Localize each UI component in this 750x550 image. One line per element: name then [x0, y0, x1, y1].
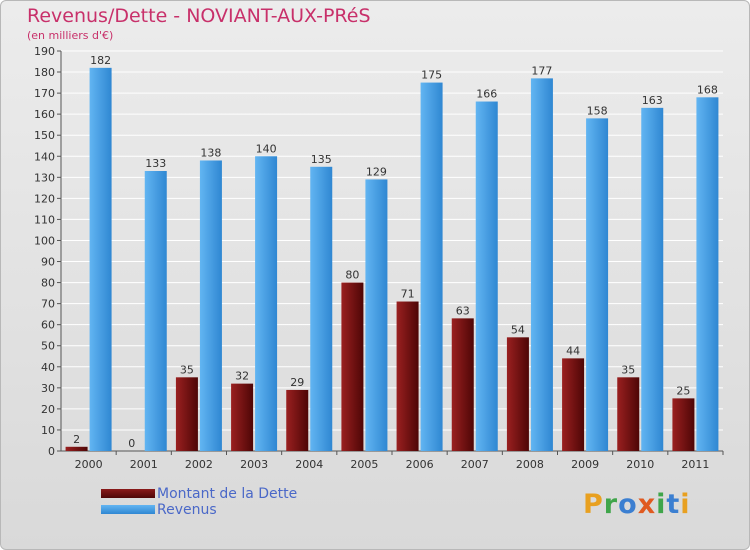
data-label-debt: 0 — [128, 437, 135, 450]
y-tick-label: 190 — [34, 45, 55, 58]
y-tick-label: 130 — [34, 171, 55, 184]
bar-debt — [231, 383, 254, 451]
data-label-revenue: 129 — [366, 165, 387, 178]
y-tick-label: 100 — [34, 234, 55, 247]
bar-revenue — [696, 97, 719, 451]
data-label-debt: 29 — [290, 376, 304, 389]
data-label-revenue: 166 — [476, 88, 497, 101]
data-label-debt: 54 — [511, 323, 525, 336]
logo-letter: o — [618, 489, 638, 520]
y-tick-label: 70 — [41, 298, 55, 311]
y-tick-label: 160 — [34, 108, 55, 121]
legend-swatch-revenue — [101, 505, 155, 514]
data-label-debt: 80 — [345, 269, 359, 282]
proxiti-logo: Proxiti — [583, 489, 691, 520]
data-label-revenue: 133 — [145, 157, 166, 170]
x-tick-label: 2008 — [516, 458, 544, 471]
bar-debt — [396, 301, 419, 451]
y-tick-label: 40 — [41, 361, 55, 374]
x-tick-label: 2003 — [240, 458, 268, 471]
logo-letter: x — [637, 489, 657, 520]
data-label-revenue: 163 — [642, 94, 663, 107]
bar-debt — [617, 377, 640, 451]
y-tick-label: 140 — [34, 150, 55, 163]
y-tick-label: 180 — [34, 66, 55, 79]
y-tick-label: 60 — [41, 319, 55, 332]
y-tick-label: 80 — [41, 277, 55, 290]
data-label-revenue: 140 — [256, 142, 277, 155]
bar-debt — [451, 318, 474, 451]
y-tick-label: 50 — [41, 340, 55, 353]
bar-debt — [506, 337, 529, 451]
bar-debt — [562, 358, 585, 451]
legend-label-revenue: Revenus — [157, 502, 217, 518]
bar-debt — [175, 377, 198, 451]
x-tick-label: 2002 — [185, 458, 213, 471]
data-label-revenue: 168 — [697, 83, 718, 96]
data-label-revenue: 175 — [421, 69, 442, 82]
bar-revenue — [199, 160, 222, 451]
chart-subtitle: (en milliers d'€) — [27, 29, 114, 42]
bar-revenue — [475, 101, 498, 452]
data-label-debt: 2 — [73, 433, 80, 446]
y-tick-label: 110 — [34, 213, 55, 226]
y-tick-label: 170 — [34, 87, 55, 100]
bar-revenue — [310, 166, 333, 451]
bar-revenue — [420, 82, 443, 451]
data-label-revenue: 177 — [531, 64, 552, 77]
bar-revenue — [89, 67, 112, 451]
data-label-debt: 71 — [401, 288, 415, 301]
legend-label-debt: Montant de la Dette — [157, 486, 298, 502]
logo-letter: r — [603, 489, 619, 520]
logo-letter: i — [680, 489, 691, 520]
bar-revenue — [144, 171, 167, 451]
x-tick-label: 2000 — [75, 458, 103, 471]
bar-revenue — [255, 156, 278, 451]
y-tick-label: 30 — [41, 382, 55, 395]
chart-title: Revenus/Dette - NOVIANT-AUX-PRéS — [27, 5, 371, 27]
logo-letter: t — [666, 489, 681, 520]
x-tick-label: 2009 — [571, 458, 599, 471]
data-label-revenue: 138 — [200, 146, 221, 159]
logo-letter: i — [656, 489, 667, 520]
bar-revenue — [641, 107, 664, 451]
x-tick-label: 2010 — [626, 458, 654, 471]
y-tick-label: 90 — [41, 256, 55, 269]
x-tick-label: 2007 — [461, 458, 489, 471]
bar-debt — [286, 389, 309, 451]
y-tick-label: 120 — [34, 192, 55, 205]
data-label-revenue: 135 — [311, 153, 332, 166]
logo-letter: P — [583, 489, 604, 520]
bar-debt — [341, 282, 364, 451]
bar-revenue — [586, 118, 609, 452]
x-tick-label: 2001 — [130, 458, 158, 471]
data-label-revenue: 158 — [587, 104, 608, 117]
x-tick-label: 2011 — [681, 458, 709, 471]
x-tick-label: 2006 — [406, 458, 434, 471]
data-label-debt: 32 — [235, 370, 249, 383]
x-tick-label: 2005 — [350, 458, 378, 471]
data-label-debt: 35 — [180, 363, 194, 376]
y-tick-label: 10 — [41, 424, 55, 437]
bar-debt — [672, 398, 695, 451]
y-tick-label: 20 — [41, 403, 55, 416]
data-label-revenue: 182 — [90, 54, 111, 67]
data-label-debt: 63 — [456, 304, 470, 317]
bar-debt — [65, 446, 88, 451]
legend-swatch-debt — [101, 489, 155, 498]
bar-revenue — [530, 78, 553, 452]
bar-revenue — [365, 179, 388, 451]
data-label-debt: 35 — [621, 363, 635, 376]
data-label-debt: 44 — [566, 344, 580, 357]
data-label-debt: 25 — [676, 384, 690, 397]
y-tick-label: 0 — [48, 445, 55, 458]
y-tick-label: 150 — [34, 129, 55, 142]
x-tick-label: 2004 — [295, 458, 323, 471]
